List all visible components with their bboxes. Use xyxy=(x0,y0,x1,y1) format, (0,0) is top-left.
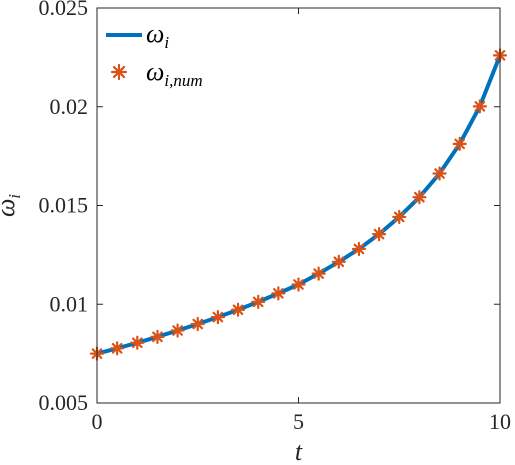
legend-entry-label: ωi,num xyxy=(146,57,203,90)
legend-entry-main: ω xyxy=(146,19,164,48)
series-line-layer xyxy=(96,54,502,356)
y-tick-label: 0.015 xyxy=(39,193,89,218)
x-tick-label: 5 xyxy=(293,409,304,434)
legend: ωi ωi,num xyxy=(106,19,203,90)
series-markers-layer xyxy=(89,48,508,361)
data-point-marker xyxy=(372,227,387,242)
data-point-marker xyxy=(190,316,205,332)
data-point-marker xyxy=(311,266,326,281)
x-axis-label: t xyxy=(295,437,303,465)
y-axis-label: ωi xyxy=(0,194,24,217)
data-point-marker xyxy=(230,302,246,317)
data-point-marker xyxy=(412,190,427,205)
data-point-marker xyxy=(351,241,367,257)
data-point-marker xyxy=(291,277,306,292)
data-point-marker xyxy=(150,329,165,344)
legend-entry-main: ω xyxy=(146,57,164,86)
data-point-marker xyxy=(331,254,346,269)
y-tick-label: 0.025 xyxy=(39,0,89,20)
data-point-marker xyxy=(251,294,266,309)
y-tick-label: 0.01 xyxy=(50,291,89,316)
legend-asterisk-swatch xyxy=(110,63,128,81)
data-point-marker xyxy=(472,99,487,114)
y-tick-label: 0.005 xyxy=(39,390,89,415)
data-point-marker xyxy=(392,209,407,225)
y-tick-label: 0.02 xyxy=(50,94,89,119)
data-point-marker xyxy=(271,286,286,301)
legend-entry-label: ωi xyxy=(146,19,169,52)
x-tick-label: 0 xyxy=(92,409,103,434)
data-point-marker xyxy=(432,166,447,181)
data-point-marker xyxy=(210,309,225,325)
data-point-marker xyxy=(170,323,185,338)
axes-box xyxy=(96,7,501,404)
data-point-marker xyxy=(130,335,145,350)
y-axis-label-sub: i xyxy=(5,194,24,199)
legend-entry-sub: i,num xyxy=(164,71,202,90)
legend-entry-sub: i xyxy=(164,33,169,52)
data-point-marker xyxy=(110,341,125,356)
legend-asterisk xyxy=(110,63,128,81)
y-axis-label-main: ω xyxy=(0,199,20,217)
data-point-marker xyxy=(452,136,467,151)
x-tick-label: 10 xyxy=(489,409,511,434)
axis-ticks: 0 5 10 0.005 0.01 0.015 0.02 0.025 xyxy=(39,0,512,434)
series-line xyxy=(96,54,502,356)
